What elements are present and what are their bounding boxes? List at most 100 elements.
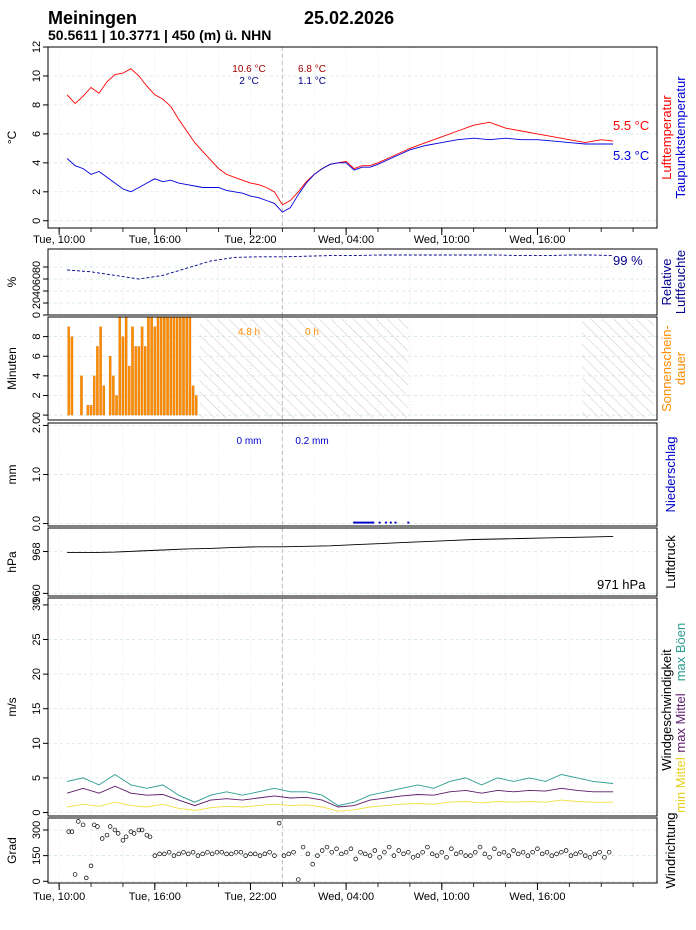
direction-point — [587, 855, 593, 860]
line-wind-min — [67, 799, 614, 812]
precip-point — [359, 521, 362, 524]
sunshine-bar — [92, 375, 96, 416]
direction-point — [415, 853, 421, 858]
sunshine-bar — [188, 316, 192, 416]
direction-point — [377, 855, 382, 860]
x-tick-label: Wed, 16:00 — [509, 234, 565, 246]
direction-point — [152, 853, 158, 858]
line-humidity — [67, 254, 614, 280]
temp-max-day2: 6.8 °C — [298, 64, 326, 75]
direction-point — [453, 851, 459, 857]
x-tick-label: Tue, 16:00 — [129, 891, 181, 903]
direction-point — [291, 849, 296, 855]
direction-point — [104, 832, 110, 838]
y-tick-label: 8 — [31, 102, 43, 108]
direction-point — [396, 848, 401, 853]
direction-point — [511, 848, 516, 853]
panel-precipitation: 0.0 1.0 2.0 mm 0 mm 0.2 mm Niederschlag — [5, 418, 678, 531]
sunshine-bar — [80, 375, 83, 416]
direction-point — [563, 848, 569, 853]
direction-point — [406, 849, 411, 855]
direction-point — [238, 849, 244, 855]
direction-point — [473, 849, 478, 855]
direction-point — [272, 853, 277, 858]
station-coordinates: 50.5611 | 10.3771 | 450 (m) ü. NHN — [48, 27, 272, 43]
precip-point — [362, 521, 365, 524]
y-axis-label: Minuten — [5, 347, 19, 390]
direction-point — [544, 849, 550, 855]
direction-point — [434, 853, 440, 858]
direction-point — [276, 820, 282, 826]
sunshine-bar — [99, 326, 102, 416]
direction-point — [214, 849, 220, 855]
direction-point — [444, 855, 449, 860]
sunshine-bar — [89, 405, 93, 416]
y-tick-label: 2.0 — [31, 418, 43, 433]
sunshine-bar — [156, 316, 160, 416]
panel-frame — [47, 316, 658, 421]
direction-point — [487, 855, 492, 860]
sunshine-bar — [137, 346, 141, 416]
direction-point — [66, 829, 71, 834]
right-label-wind-max: max Mittel — [673, 693, 688, 752]
direction-point — [482, 851, 488, 857]
direction-point — [136, 827, 142, 833]
direction-point — [477, 844, 483, 850]
direction-point — [324, 844, 330, 850]
precip-point — [364, 521, 367, 524]
direction-point — [334, 846, 339, 852]
direction-point — [171, 853, 177, 858]
direction-point — [157, 851, 162, 857]
sunshine-bar — [147, 316, 150, 416]
panel-frame — [47, 422, 658, 527]
y-tick-label: 0 — [31, 412, 43, 418]
direction-point — [190, 849, 196, 855]
direction-point — [535, 846, 540, 852]
temp-last-value: 5.5 °C — [613, 118, 649, 133]
right-label-dewpoint: Taupunktstemperatur — [673, 76, 688, 199]
sunshine-bar — [191, 385, 195, 416]
direction-point — [107, 824, 113, 829]
direction-point — [243, 853, 248, 858]
right-label-pressure: Luftdruck — [663, 535, 678, 589]
line-gust — [67, 773, 614, 807]
direction-point — [267, 849, 272, 855]
precip-point — [378, 521, 381, 524]
direction-point — [372, 848, 378, 853]
precip-point — [365, 521, 368, 524]
direction-point — [382, 849, 387, 855]
direction-point — [525, 853, 531, 858]
direction-point — [573, 851, 578, 857]
right-label-gust: max Böen — [673, 623, 688, 682]
direction-point — [363, 851, 368, 857]
precip-point — [354, 521, 357, 524]
y-tick-label: 150 — [31, 846, 43, 864]
y-axis-label: m/s — [5, 697, 19, 716]
direction-point — [592, 851, 598, 857]
sunshine-bar — [143, 346, 147, 416]
direction-point — [80, 822, 86, 828]
direction-point — [492, 846, 497, 852]
y-tick-label: 8 — [31, 334, 43, 340]
panel-sunshine: 0 2 4 6 8 Minuten 4.8 h 0 h Sonnenschein-dauer — [5, 316, 688, 421]
x-tick-label: Wed, 16:00 — [509, 891, 565, 903]
direction-point — [315, 853, 320, 858]
precip-point — [367, 521, 370, 524]
direction-point — [139, 827, 145, 833]
direction-point — [233, 849, 239, 855]
y-tick-label: 2 — [31, 189, 43, 195]
right-label-wind-min: min Mittel — [673, 757, 688, 813]
precip-point — [384, 521, 388, 524]
direction-point — [209, 851, 215, 857]
x-axis-bottom: Tue, 10:00 Tue, 16:00 Tue, 22:00 Wed, 04:00… — [33, 883, 634, 903]
y-axis-label: hPa — [5, 551, 19, 573]
direction-point — [343, 849, 349, 855]
line-pressure — [67, 535, 614, 554]
y-tick-label: 10 — [31, 737, 43, 749]
direction-point — [353, 856, 358, 862]
right-label-humidity-2: Luftfeuchte — [673, 250, 688, 314]
sunshine-bar — [172, 316, 176, 416]
pressure-last-value: 971 hPa — [597, 577, 646, 592]
direction-point — [559, 849, 564, 855]
